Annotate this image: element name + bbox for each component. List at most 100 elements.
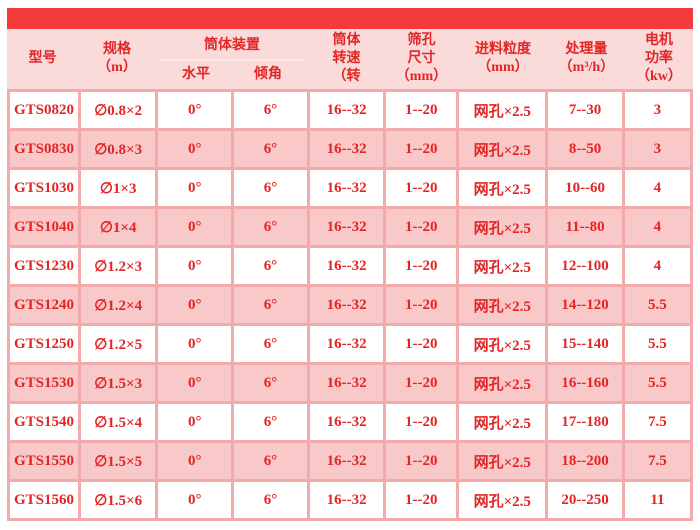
cell-incline: 6° — [234, 482, 307, 518]
cell-power: 3 — [624, 92, 690, 128]
cell-feed: 网孔×2.5 — [459, 248, 546, 284]
cell-sieve: 1--20 — [386, 248, 457, 284]
col-header-sieve: 筛孔 尺寸 （mm） — [395, 33, 448, 84]
cell-capacity: 15--140 — [548, 326, 622, 362]
cell-power: 4 — [624, 170, 690, 206]
cell-model: GTS1530 — [10, 365, 78, 401]
cell-feed: 网孔×2.5 — [459, 209, 546, 245]
cell-model: GTS1540 — [10, 404, 78, 440]
cell-speed: 16--32 — [309, 131, 384, 167]
table-row: GTS1540 ∅1.5×4 0° 6° 16--32 1--20 网孔×2.5 17--18… — [10, 404, 690, 440]
col-header-capacity: 处理量 （m³/h） — [558, 42, 615, 75]
cell-feed: 网孔×2.5 — [459, 326, 546, 362]
col-header-model: 型号 — [28, 51, 57, 66]
cell-power: 4 — [624, 209, 690, 245]
table-row: GTS1240 ∅1.2×4 0° 6° 16--32 1--20 网孔×2.5 14--12… — [10, 287, 690, 323]
cell-model: GTS1030 — [10, 170, 78, 206]
cell-feed: 网孔×2.5 — [459, 404, 546, 440]
table-row: GTS1250 ∅1.2×5 0° 6° 16--32 1--20 网孔×2.5 15--14… — [10, 326, 690, 362]
cell-level: 0° — [158, 287, 232, 323]
cell-incline: 6° — [234, 287, 307, 323]
cell-spec: ∅1×3 — [80, 170, 156, 206]
cell-level: 0° — [158, 170, 232, 206]
cell-spec: ∅0.8×3 — [80, 131, 156, 167]
cell-sieve: 1--20 — [386, 326, 457, 362]
table-row: GTS1030 ∅1×3 0° 6° 16--32 1--20 网孔×2.5 10--60 4 — [10, 170, 690, 206]
cell-sieve: 1--20 — [386, 92, 457, 128]
cell-incline: 6° — [234, 404, 307, 440]
cell-power: 5.5 — [624, 326, 690, 362]
cell-capacity: 18--200 — [548, 443, 622, 479]
cell-sieve: 1--20 — [386, 443, 457, 479]
col-header-feed: 进料粒度 （mm） — [474, 42, 531, 75]
cell-level: 0° — [158, 131, 232, 167]
cell-power: 4 — [624, 248, 690, 284]
cell-model: GTS0830 — [10, 131, 78, 167]
cell-spec: ∅0.8×2 — [80, 92, 156, 128]
cell-feed: 网孔×2.5 — [459, 131, 546, 167]
cell-level: 0° — [158, 482, 232, 518]
cell-spec: ∅1.2×5 — [80, 326, 156, 362]
cell-sieve: 1--20 — [386, 287, 457, 323]
cell-capacity: 11--80 — [548, 209, 622, 245]
cell-speed: 16--32 — [309, 209, 384, 245]
cell-spec: ∅1.2×4 — [80, 287, 156, 323]
cell-speed: 16--32 — [309, 287, 384, 323]
col-header-device-level: 水平 — [181, 66, 210, 82]
cell-sieve: 1--20 — [386, 482, 457, 518]
cell-capacity: 7--30 — [548, 92, 622, 128]
cell-feed: 网孔×2.5 — [459, 92, 546, 128]
col-header-power: 电机 功率 （kw） — [635, 33, 682, 84]
table-row: GTS1550 ∅1.5×5 0° 6° 16--32 1--20 网孔×2.5 18--20… — [10, 443, 690, 479]
cell-spec: ∅1.2×3 — [80, 248, 156, 284]
cell-incline: 6° — [234, 248, 307, 284]
cell-model: GTS1230 — [10, 248, 78, 284]
cell-incline: 6° — [234, 92, 307, 128]
title-bar — [7, 8, 693, 29]
cell-speed: 16--32 — [309, 248, 384, 284]
col-header-device-group: 筒体装置 水平 倾角 — [156, 29, 308, 89]
col-header-device-label: 筒体装置 — [203, 37, 260, 53]
cell-incline: 6° — [234, 365, 307, 401]
cell-spec: ∅1.5×3 — [80, 365, 156, 401]
cell-power: 5.5 — [624, 365, 690, 401]
cell-capacity: 20--250 — [548, 482, 622, 518]
cell-incline: 6° — [234, 209, 307, 245]
cell-level: 0° — [158, 92, 232, 128]
cell-sieve: 1--20 — [386, 365, 457, 401]
cell-speed: 16--32 — [309, 92, 384, 128]
table-row: GTS1230 ∅1.2×3 0° 6° 16--32 1--20 网孔×2.5 12--10… — [10, 248, 690, 284]
cell-power: 5.5 — [624, 287, 690, 323]
cell-level: 0° — [158, 443, 232, 479]
cell-level: 0° — [158, 365, 232, 401]
cell-feed: 网孔×2.5 — [459, 287, 546, 323]
cell-spec: ∅1×4 — [80, 209, 156, 245]
cell-capacity: 14--120 — [548, 287, 622, 323]
cell-incline: 6° — [234, 326, 307, 362]
table-row: GTS1530 ∅1.5×3 0° 6° 16--32 1--20 网孔×2.5 16--16… — [10, 365, 690, 401]
cell-speed: 16--32 — [309, 365, 384, 401]
cell-speed: 16--32 — [309, 443, 384, 479]
table-header-row: 型号 规格 （m） 筒体装置 水平 倾角 筒体 转速 （转 筛孔 尺寸 （mm）… — [7, 29, 693, 89]
cell-power: 7.5 — [624, 443, 690, 479]
table-body: GTS0820 ∅0.8×2 0° 6° 16--32 1--20 网孔×2.5 7--30 3… — [10, 92, 690, 518]
table-row: GTS0830 ∅0.8×3 0° 6° 16--32 1--20 网孔×2.5 8--50 3 — [10, 131, 690, 167]
cell-capacity: 8--50 — [548, 131, 622, 167]
cell-model: GTS1550 — [10, 443, 78, 479]
cell-incline: 6° — [234, 170, 307, 206]
cell-spec: ∅1.5×5 — [80, 443, 156, 479]
cell-capacity: 16--160 — [548, 365, 622, 401]
cell-feed: 网孔×2.5 — [459, 170, 546, 206]
cell-capacity: 17--180 — [548, 404, 622, 440]
col-header-device-incline: 倾角 — [254, 66, 282, 82]
cell-power: 3 — [624, 131, 690, 167]
cell-speed: 16--32 — [309, 482, 384, 518]
cell-model: GTS1040 — [10, 209, 78, 245]
cell-level: 0° — [158, 248, 232, 284]
cell-feed: 网孔×2.5 — [459, 365, 546, 401]
cell-spec: ∅1.5×6 — [80, 482, 156, 518]
cell-incline: 6° — [234, 443, 307, 479]
cell-power: 7.5 — [624, 404, 690, 440]
cell-sieve: 1--20 — [386, 131, 457, 167]
